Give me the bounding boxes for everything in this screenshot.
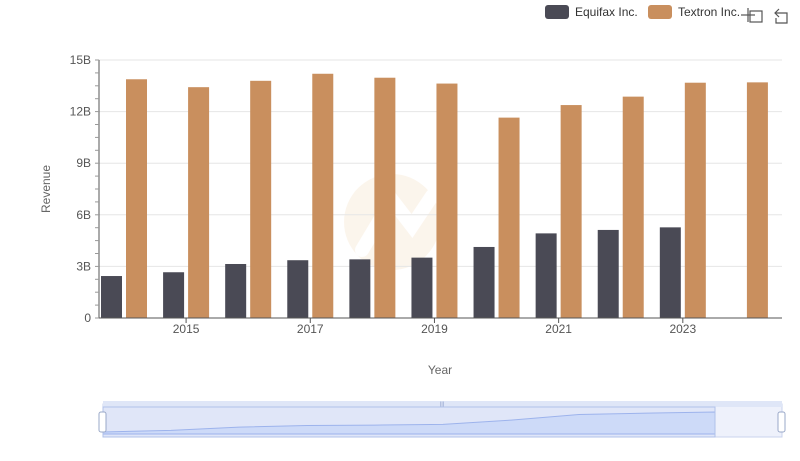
y-tick-label: 15B <box>70 53 91 67</box>
y-tick-label: 6B <box>76 208 91 222</box>
bar-equifax-2022[interactable] <box>597 229 619 318</box>
y-tick-label: 3B <box>76 259 91 273</box>
bar-textron-2019[interactable] <box>436 83 458 319</box>
slider-left-handle[interactable] <box>98 411 107 433</box>
y-axis-title: Revenue <box>39 165 53 213</box>
legend-swatch-textron <box>648 5 672 19</box>
bar-equifax-2014[interactable] <box>101 276 122 318</box>
slider-grip-icon: ||| <box>440 402 445 408</box>
bar-equifax-2019[interactable] <box>411 257 433 318</box>
x-tick-label: 2017 <box>297 322 324 336</box>
reset-zoom-icon[interactable] <box>774 8 788 24</box>
y-tick-label: 9B <box>76 156 91 170</box>
zoom-select-icon[interactable] <box>741 8 763 23</box>
slider-right-handle[interactable] <box>777 411 786 433</box>
bar-equifax-2015[interactable] <box>163 272 185 318</box>
bar-textron-2021[interactable] <box>560 105 582 319</box>
bar-equifax-2018[interactable] <box>349 259 371 318</box>
x-tick-label: 2019 <box>421 322 448 336</box>
legend-label-textron: Textron Inc. <box>678 5 740 19</box>
data-zoom-slider[interactable]: ||| <box>98 401 786 438</box>
bar-equifax-2016[interactable] <box>225 263 247 318</box>
x-tick-label: 2021 <box>545 322 572 336</box>
y-tick-labels: 0 3B 6B 9B 12B 15B <box>70 53 92 325</box>
legend: Equifax Inc. Textron Inc. <box>545 5 740 19</box>
bar-textron-2017[interactable] <box>312 73 334 318</box>
y-tick-label: 0 <box>84 311 91 325</box>
bar-equifax-2020[interactable] <box>473 246 495 318</box>
bar-textron-2016[interactable] <box>250 80 272 318</box>
bar-equifax-2023[interactable] <box>659 227 681 318</box>
bar-textron-2020[interactable] <box>498 117 520 319</box>
bar-equifax-2017[interactable] <box>287 260 309 318</box>
x-axis-title: Year <box>428 363 452 377</box>
slider-selected-window[interactable] <box>102 406 716 438</box>
bar-equifax-2021[interactable] <box>535 233 557 318</box>
x-tick-label: 2015 <box>173 322 200 336</box>
axes-layer <box>95 59 782 323</box>
bars-layer <box>101 73 768 319</box>
bar-textron-2014[interactable] <box>126 79 147 318</box>
bar-textron-2023[interactable] <box>684 82 706 318</box>
x-tick-labels: 2015 2017 2019 2021 2023 <box>173 322 697 336</box>
legend-label-equifax: Equifax Inc. <box>575 5 638 19</box>
legend-item-textron[interactable]: Textron Inc. <box>648 5 740 19</box>
x-tick-label: 2023 <box>669 322 696 336</box>
y-tick-label: 12B <box>70 105 91 119</box>
bar-textron-2018[interactable] <box>374 77 396 318</box>
legend-swatch-equifax <box>545 5 569 19</box>
bar-textron-2024[interactable] <box>746 82 768 318</box>
legend-item-equifax[interactable]: Equifax Inc. <box>545 5 638 19</box>
bar-textron-2022[interactable] <box>622 96 644 318</box>
slider-top-bar <box>103 401 782 407</box>
bar-textron-2015[interactable] <box>188 87 210 319</box>
